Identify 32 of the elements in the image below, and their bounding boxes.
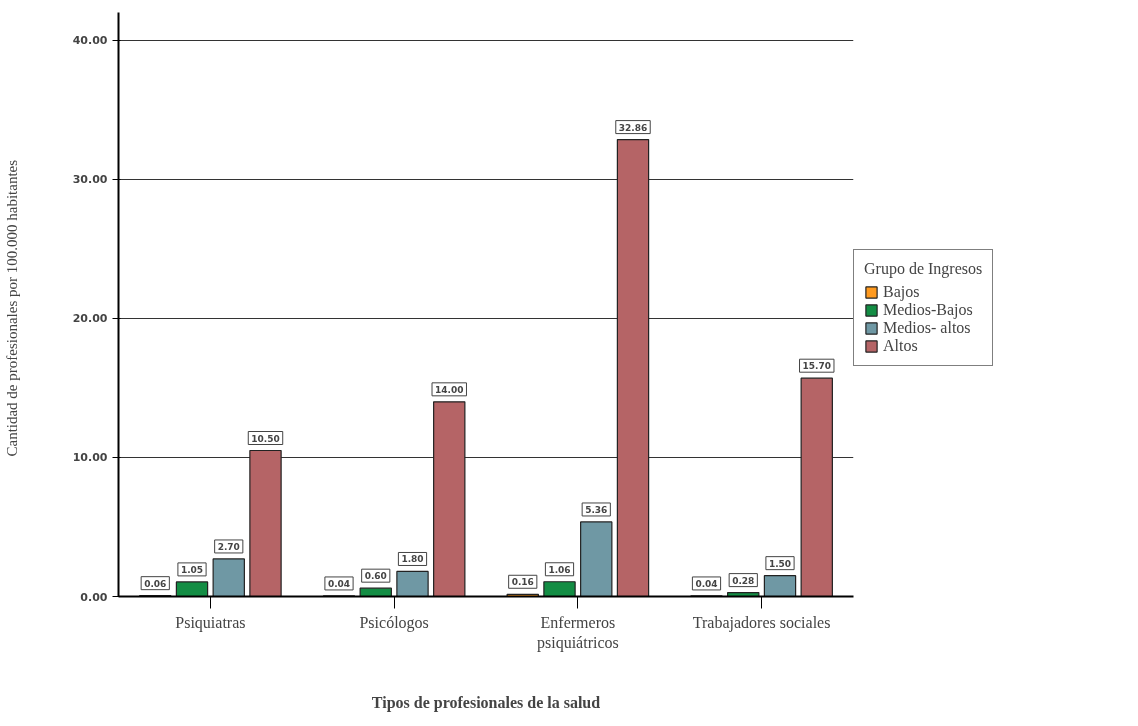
- data-label: 0.28: [732, 575, 755, 586]
- data-label: 15.70: [802, 361, 831, 372]
- legend-label: Medios- altos: [883, 319, 971, 337]
- y-tick-label: 40.00: [72, 34, 108, 48]
- legend-label: Medios-Bajos: [883, 301, 973, 319]
- x-axis-title: Tipos de profesionales de la salud: [371, 693, 601, 712]
- y-tick-label: 30.00: [72, 173, 108, 187]
- data-label: 5.36: [585, 504, 608, 515]
- data-label: 2.70: [217, 541, 240, 552]
- data-label: 32.86: [618, 122, 648, 133]
- x-tick-label: Psicólogos: [359, 613, 429, 632]
- legend-label: Bajos: [883, 283, 920, 301]
- data-label: 1.06: [548, 564, 571, 575]
- data-label: 1.80: [401, 554, 424, 565]
- x-tick-label: Trabajadores sociales: [692, 613, 831, 632]
- data-label: 14.00: [435, 384, 464, 395]
- data-label: 10.50: [251, 433, 280, 444]
- data-label: 1.05: [180, 564, 204, 575]
- x-tick-label: Enfermeros psiquiátricos: [536, 613, 619, 652]
- data-label: 0.60: [364, 571, 387, 582]
- y-tick-label: 0.00: [80, 590, 108, 604]
- legend-label: Altos: [883, 337, 918, 355]
- data-label: 0.06: [144, 578, 167, 589]
- data-label: 0.04: [695, 578, 718, 589]
- legend-title: Grupo de Ingresos: [864, 260, 983, 278]
- data-label: 0.04: [327, 578, 351, 589]
- data-label: 1.50: [768, 558, 792, 569]
- data-label: 0.16: [511, 577, 534, 588]
- x-tick-label: Psiquiatras: [175, 613, 246, 632]
- y-tick-label: 10.00: [72, 451, 108, 465]
- y-tick-label: 20.00: [72, 312, 108, 326]
- y-axis-title: Cantidad de profesionales por 100.000 habitantes: [3, 159, 20, 457]
